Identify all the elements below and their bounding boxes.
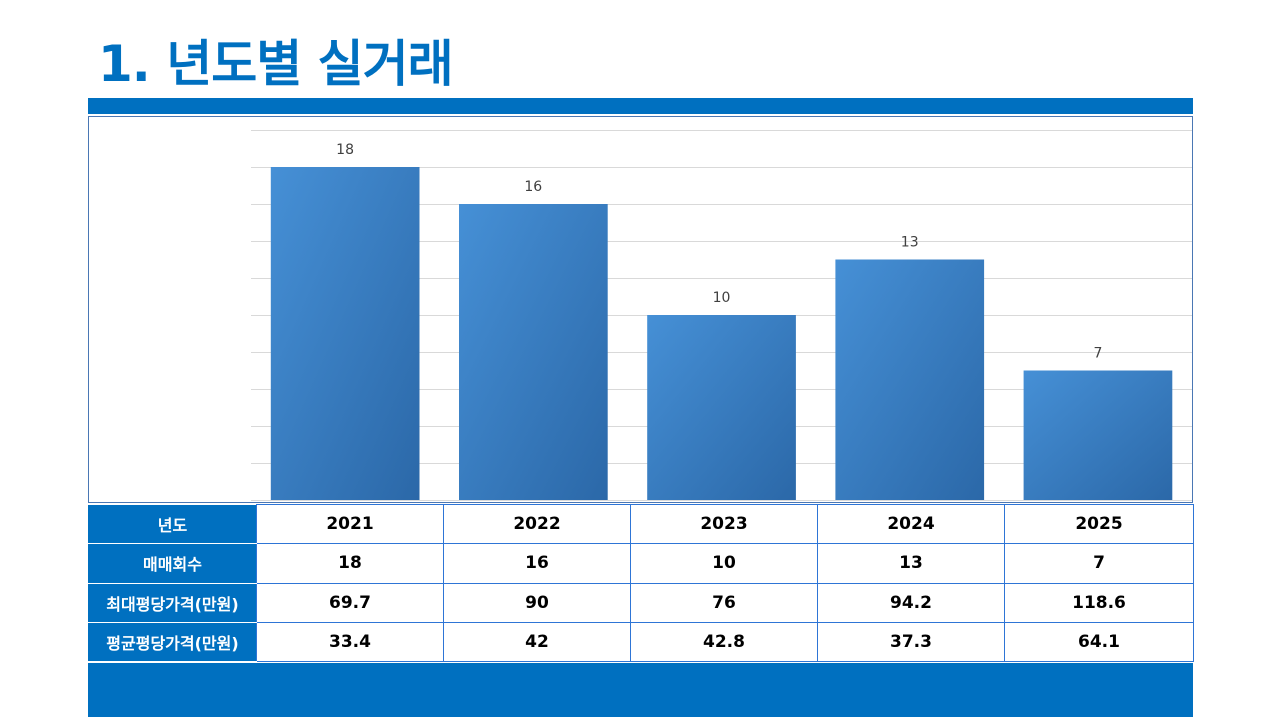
table-cell: 94.2 xyxy=(817,582,1005,623)
table-cell: 37.3 xyxy=(817,621,1005,663)
table-cell: 2024 xyxy=(817,503,1005,545)
yearly-transaction-table: 년도 2021 2022 2023 2024 2025 매매회수 18 16 1… xyxy=(88,503,1194,663)
bar-2024 xyxy=(835,259,985,500)
table-cell: 2025 xyxy=(1004,503,1194,545)
table-cell: 69.7 xyxy=(256,582,444,623)
table-row-year: 년도 2021 2022 2023 2024 2025 xyxy=(88,503,1194,545)
page-title: 1. 년도별 실거래 xyxy=(98,35,454,93)
data-labels: 18 16 10 13 7 xyxy=(336,142,1102,362)
table-cell: 42.8 xyxy=(630,621,818,663)
bar-2023 xyxy=(647,315,796,500)
table-cell: 16 xyxy=(443,543,631,584)
data-label-2022: 16 xyxy=(524,179,542,195)
chart-frame: 18 16 10 13 7 xyxy=(88,116,1193,503)
table-cell: 18 xyxy=(256,543,444,584)
table-row-trade-count: 매매회수 18 16 10 13 7 xyxy=(88,543,1194,584)
title-underline-bar xyxy=(88,98,1193,114)
table-cell: 64.1 xyxy=(1004,621,1194,663)
table-cell: 13 xyxy=(817,543,1005,584)
bar-2021 xyxy=(270,167,420,500)
footer-band xyxy=(88,663,1193,717)
row-header: 평균평당가격(만원) xyxy=(88,621,257,663)
row-header: 매매회수 xyxy=(88,543,257,584)
bar-chart: 18 16 10 13 7 xyxy=(251,130,1192,501)
data-label-2025: 7 xyxy=(1093,346,1102,362)
table-row-avg-price: 평균평당가격(만원) 33.4 42 42.8 37.3 64.1 xyxy=(88,621,1194,663)
bars xyxy=(270,167,1173,500)
data-label-2021: 18 xyxy=(336,142,354,158)
row-header: 년도 xyxy=(88,503,257,545)
table-row-max-price: 최대평당가격(만원) 69.7 90 76 94.2 118.6 xyxy=(88,582,1194,623)
table-cell: 33.4 xyxy=(256,621,444,663)
table-cell: 42 xyxy=(443,621,631,663)
bar-2022 xyxy=(459,204,608,500)
table-cell: 2021 xyxy=(256,503,444,545)
table-cell: 10 xyxy=(630,543,818,584)
table-cell: 90 xyxy=(443,582,631,623)
table-cell: 76 xyxy=(630,582,818,623)
bar-2025 xyxy=(1023,370,1173,500)
table-cell: 7 xyxy=(1004,543,1194,584)
data-label-2023: 10 xyxy=(713,290,731,306)
table-cell: 2023 xyxy=(630,503,818,545)
table-cell: 2022 xyxy=(443,503,631,545)
row-header: 최대평당가격(만원) xyxy=(88,582,257,623)
table-cell: 118.6 xyxy=(1004,582,1194,623)
data-label-2024: 13 xyxy=(901,235,919,251)
